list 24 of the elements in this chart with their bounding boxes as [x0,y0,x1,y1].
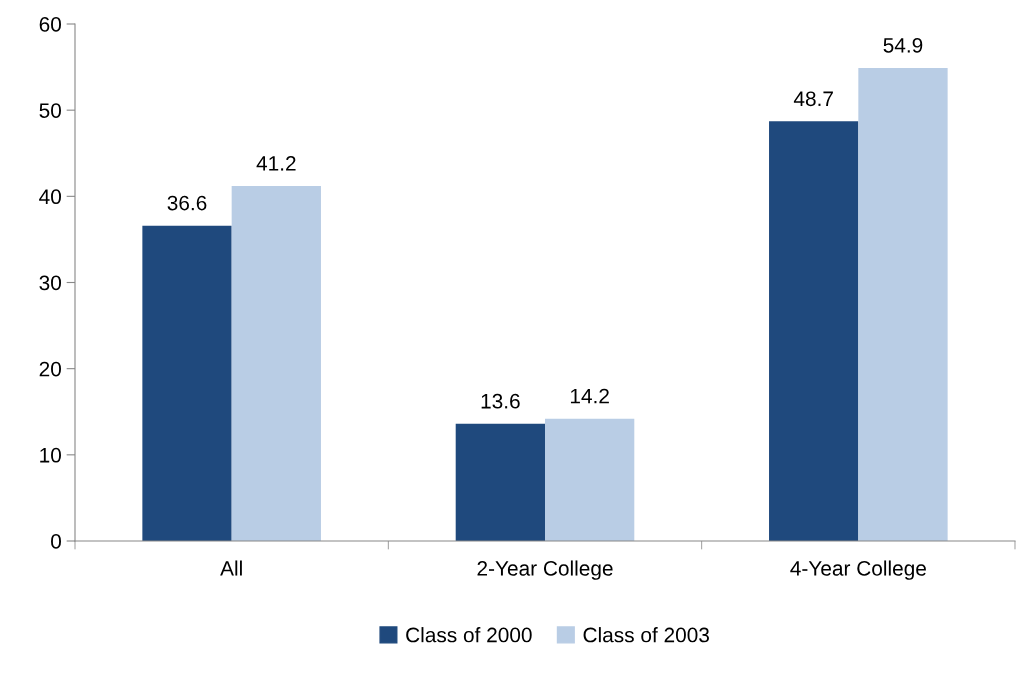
data-label: 14.2 [570,388,609,404]
data-label: 36.6 [167,195,207,211]
data-label: 41.2 [256,156,296,171]
y-tick-label: 0 [51,534,61,549]
bar [231,185,321,541]
y-tick-label: 30 [39,275,61,291]
x-tick-label: All [220,560,242,576]
bar [545,418,635,541]
x-tick-label: 4-Year College [790,560,926,580]
bar [858,67,948,541]
bar [455,423,545,541]
y-tick-label: 50 [39,103,61,118]
y-tick-label: 20 [39,361,61,377]
legend-label: Class of 2003 [583,627,709,643]
legend-label: Class of 2000 [406,627,532,643]
y-tick-label: 40 [39,189,61,205]
bar [769,121,859,541]
data-label: 54.9 [883,37,923,53]
y-tick-label: 10 [40,447,61,463]
data-label: 48.7 [793,91,833,107]
bar [142,225,232,541]
data-label: 13.6 [481,393,520,409]
x-tick-label: 2-Year College [477,560,613,580]
y-tick-label: 60 [39,17,61,32]
